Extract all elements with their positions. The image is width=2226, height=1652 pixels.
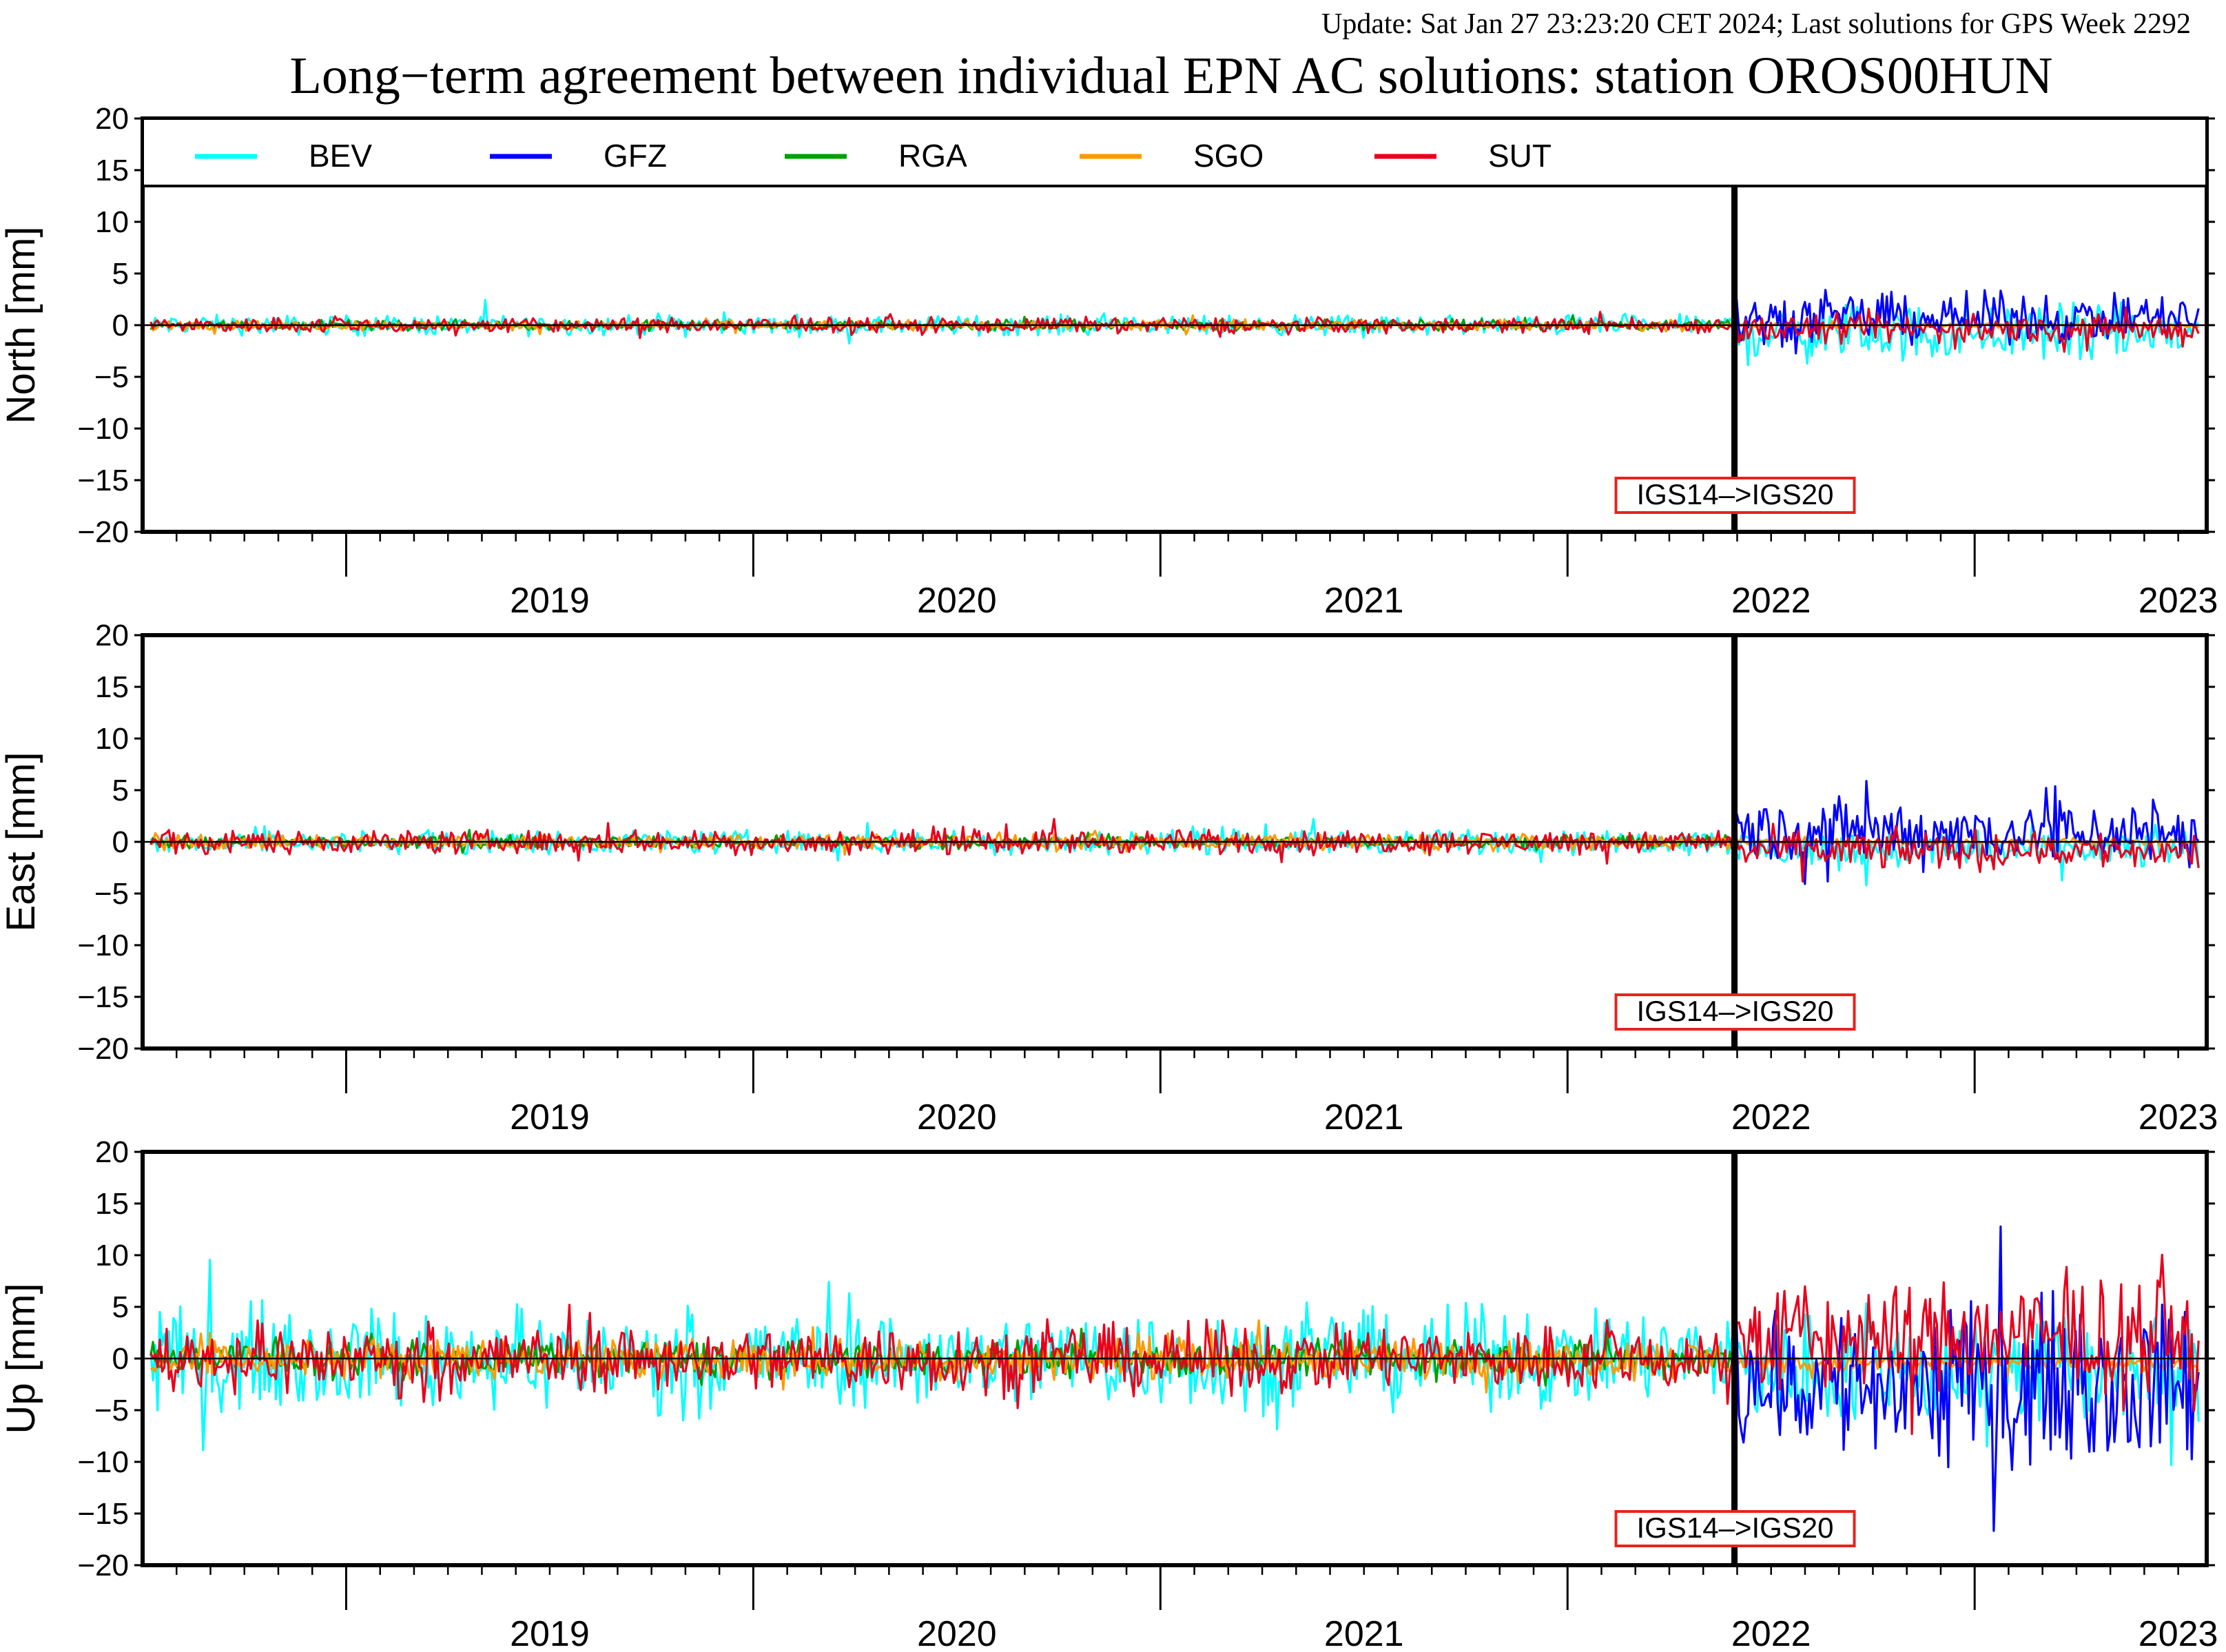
- y-tick-label: −5: [94, 1394, 129, 1427]
- x-tick-label: 2022: [1731, 1614, 1811, 1652]
- y-tick-label: 0: [112, 825, 129, 859]
- y-tick-label: 5: [112, 257, 129, 291]
- frame-change-box: [1614, 993, 1856, 1031]
- panel-east: IGS14–>IGS20 20 15 10 5 0 −5 −10 −15 −20 East [mm]…: [0, 619, 2218, 1137]
- x-tick-label: 2019: [510, 581, 590, 621]
- y-tick-label: −15: [77, 464, 129, 497]
- x-tick-label: 2019: [510, 1097, 590, 1137]
- legend-box: [141, 117, 2208, 187]
- y-tick-label: 15: [95, 1187, 129, 1221]
- x-tick-label: 2021: [1324, 1614, 1404, 1652]
- panel-up: IGS14–>IGS20 20 15 10 5 0 −5 −10 −15 −20 Up [mm] 20…: [0, 1135, 2218, 1652]
- y-tick-label: −5: [94, 360, 129, 394]
- x-tick-label: 2023: [2139, 1614, 2218, 1652]
- y-tick-label: 20: [95, 102, 129, 136]
- legend-label-rga: RGA: [898, 138, 967, 174]
- panels: IGS14–>IGS20 BEV GFZ RGA SGO SUT 20 15 10 5 0 −5 −10…: [0, 102, 2218, 1652]
- series-line-sut-up: [150, 1253, 2200, 1436]
- y-tick-label: −20: [77, 1032, 129, 1066]
- x-tick-label: 2023: [2139, 1097, 2218, 1137]
- panel-north: IGS14–>IGS20 BEV GFZ RGA SGO SUT 20 15 10 5 0 −5 −10…: [0, 102, 2218, 621]
- y-tick-label: 0: [112, 309, 129, 342]
- chart-title: Long−term agreement between individual E…: [289, 47, 2052, 105]
- series-line-bev-east: [150, 818, 2200, 887]
- legend-label-bev: BEV: [309, 138, 372, 174]
- x-tick-label: 2021: [1324, 581, 1404, 621]
- x-tick-label: 2023: [2139, 581, 2218, 621]
- legend-label-sgo: SGO: [1193, 138, 1264, 174]
- y-axis-label: Up [mm]: [0, 1283, 43, 1434]
- y-axis-label: North [mm]: [0, 227, 43, 424]
- y-tick-label: 10: [95, 1239, 129, 1272]
- update-line: Update: Sat Jan 27 23:23:20 CET 2024; La…: [1321, 8, 2191, 40]
- y-tick-label: −15: [77, 1497, 129, 1531]
- legend-label-gfz: GFZ: [604, 138, 667, 174]
- x-tick-label: 2022: [1731, 1097, 1811, 1137]
- x-tick-label: 2020: [917, 1614, 997, 1652]
- y-tick-label: −10: [77, 412, 129, 446]
- y-tick-label: −10: [77, 1445, 129, 1479]
- series-line-sut-north: [150, 307, 2200, 353]
- y-tick-label: 5: [112, 1290, 129, 1324]
- y-tick-label: −10: [77, 929, 129, 962]
- legend: BEV GFZ RGA SGO SUT: [141, 117, 2208, 187]
- y-tick-label: 5: [112, 774, 129, 807]
- series-line-gfz-north: [1735, 289, 2200, 355]
- y-tick-label: −20: [77, 515, 129, 549]
- y-tick-label: −20: [77, 1549, 129, 1582]
- y-tick-label: 10: [95, 722, 129, 756]
- frame-change-box: [1614, 1510, 1856, 1547]
- legend-label-sut: SUT: [1488, 138, 1552, 174]
- y-tick-label: 15: [95, 154, 129, 187]
- y-tick-label: 15: [95, 670, 129, 704]
- frame-change-label: IGS14–>IGS20: [1637, 995, 1834, 1027]
- y-tick-label: 0: [112, 1342, 129, 1376]
- frame-change-label: IGS14–>IGS20: [1637, 1511, 1834, 1544]
- x-tick-label: 2019: [510, 1614, 590, 1652]
- series-line-gfz-east: [1735, 780, 2200, 885]
- y-tick-label: 20: [95, 619, 129, 652]
- frame-change-box: [1614, 477, 1856, 514]
- x-tick-label: 2020: [917, 581, 997, 621]
- x-tick-label: 2022: [1731, 581, 1811, 621]
- x-tick-label: 2020: [917, 1097, 997, 1137]
- y-tick-label: −15: [77, 980, 129, 1014]
- y-tick-label: 20: [95, 1135, 129, 1169]
- frame-change-label: IGS14–>IGS20: [1637, 478, 1834, 510]
- y-tick-label: 10: [95, 205, 129, 239]
- x-tick-label: 2021: [1324, 1097, 1404, 1137]
- y-axis-label: East [mm]: [0, 752, 43, 931]
- y-tick-label: −5: [94, 877, 129, 911]
- series-line-sut-east: [150, 818, 2200, 883]
